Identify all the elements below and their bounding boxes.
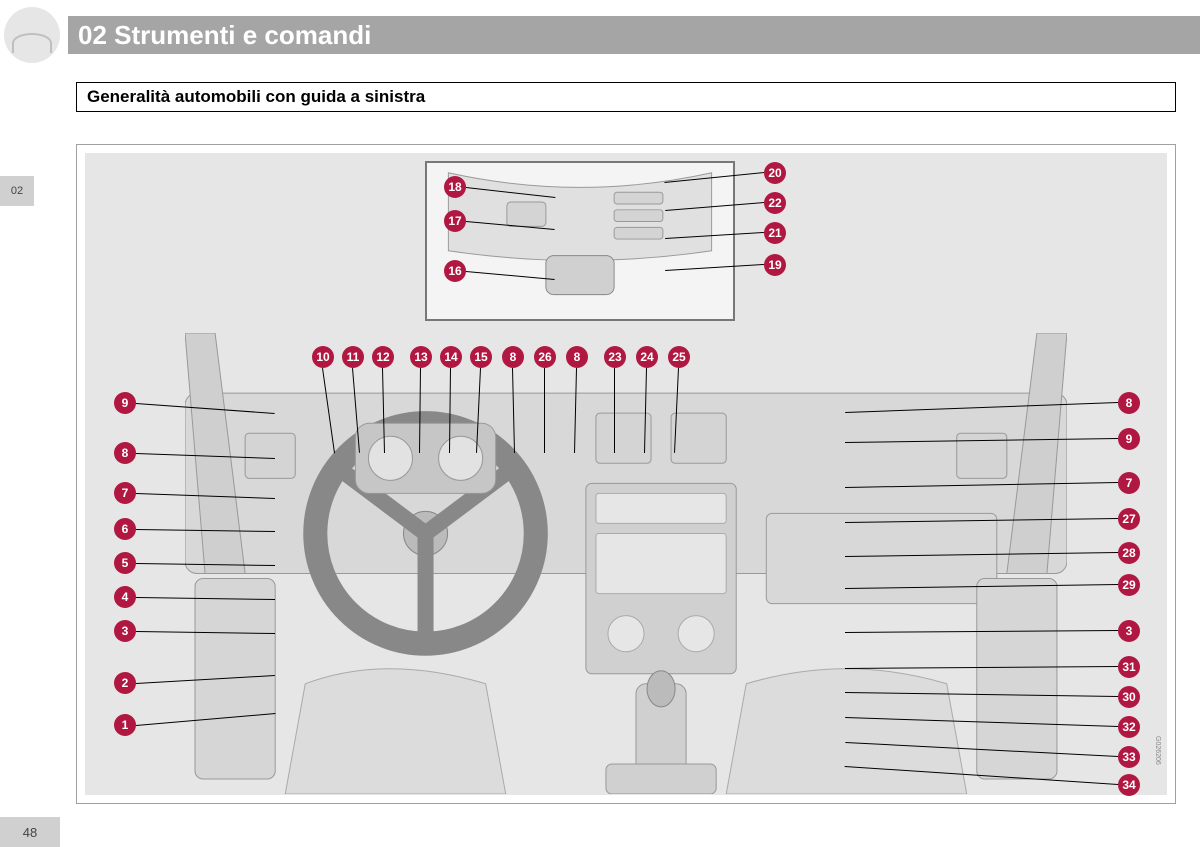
callout-34: 34 xyxy=(1118,774,1140,796)
callout-15: 15 xyxy=(470,346,492,368)
overhead-console-inset xyxy=(425,161,735,321)
callout-23: 23 xyxy=(604,346,626,368)
callout-3: 3 xyxy=(1118,620,1140,642)
overhead-console-illustration xyxy=(427,163,733,319)
diagram-frame: G026206 98765432189727282933130323334101… xyxy=(76,144,1176,804)
callout-28: 28 xyxy=(1118,542,1140,564)
page-number: 48 xyxy=(0,817,60,847)
page-header: 02 Strumenti e comandi xyxy=(0,8,1200,62)
callout-18: 18 xyxy=(444,176,466,198)
page-number-value: 48 xyxy=(23,825,37,840)
callout-32: 32 xyxy=(1118,716,1140,738)
gauge-icon xyxy=(4,7,60,63)
callout-22: 22 xyxy=(764,192,786,214)
callout-26: 26 xyxy=(534,346,556,368)
diagram-background: G026206 98765432189727282933130323334101… xyxy=(85,153,1167,795)
callout-30: 30 xyxy=(1118,686,1140,708)
callout-25: 25 xyxy=(668,346,690,368)
callout-8: 8 xyxy=(1118,392,1140,414)
callout-9: 9 xyxy=(1118,428,1140,450)
chapter-tab: 02 xyxy=(0,176,34,206)
callout-11: 11 xyxy=(342,346,364,368)
callout-19: 19 xyxy=(764,254,786,276)
callout-2: 2 xyxy=(114,672,136,694)
callout-16: 16 xyxy=(444,260,466,282)
callout-20: 20 xyxy=(764,162,786,184)
chapter-tab-label: 02 xyxy=(11,185,23,197)
callout-7: 7 xyxy=(1118,472,1140,494)
callout-31: 31 xyxy=(1118,656,1140,678)
dashboard-illustration xyxy=(185,333,1067,794)
callout-8: 8 xyxy=(114,442,136,464)
image-reference-code: G026206 xyxy=(1154,736,1161,765)
leader-line xyxy=(544,368,545,453)
callout-12: 12 xyxy=(372,346,394,368)
callout-6: 6 xyxy=(114,518,136,540)
callout-7: 7 xyxy=(114,482,136,504)
callout-13: 13 xyxy=(410,346,432,368)
callout-8: 8 xyxy=(566,346,588,368)
callout-17: 17 xyxy=(444,210,466,232)
callout-27: 27 xyxy=(1118,508,1140,530)
header-title-bar: 02 Strumenti e comandi xyxy=(68,16,1200,54)
callout-24: 24 xyxy=(636,346,658,368)
leader-line xyxy=(614,368,615,453)
callout-8: 8 xyxy=(502,346,524,368)
callout-21: 21 xyxy=(764,222,786,244)
callout-9: 9 xyxy=(114,392,136,414)
callout-4: 4 xyxy=(114,586,136,608)
callout-5: 5 xyxy=(114,552,136,574)
callout-3: 3 xyxy=(114,620,136,642)
callout-33: 33 xyxy=(1118,746,1140,768)
callout-14: 14 xyxy=(440,346,462,368)
callout-1: 1 xyxy=(114,714,136,736)
callout-10: 10 xyxy=(312,346,334,368)
section-title-text: Generalità automobili con guida a sinist… xyxy=(87,87,425,106)
section-title: Generalità automobili con guida a sinist… xyxy=(76,82,1176,112)
callout-29: 29 xyxy=(1118,574,1140,596)
chapter-title: 02 Strumenti e comandi xyxy=(78,20,371,51)
